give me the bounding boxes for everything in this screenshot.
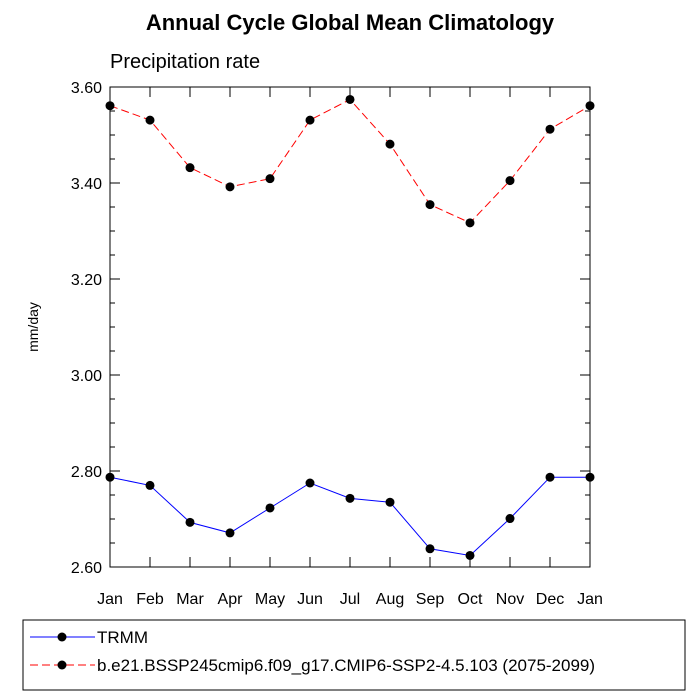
data-point (185, 517, 195, 527)
plot-series (105, 94, 595, 560)
x-tick-label: Jan (97, 591, 123, 608)
data-point (105, 101, 115, 111)
data-point (505, 176, 515, 186)
data-point (465, 218, 475, 228)
data-point (305, 478, 315, 488)
y-tick-label: 3.60 (71, 80, 102, 97)
series-line-1 (109, 98, 591, 224)
x-tick-label: Nov (496, 591, 524, 608)
y-axis-label: mm/day (25, 302, 41, 352)
x-tick-label: Dec (536, 591, 564, 608)
data-point (425, 200, 435, 210)
x-tick-label: May (255, 591, 285, 608)
legend-label: b.e21.BSSP245cmip6.f09_g17.CMIP6-SSP2-4.… (97, 656, 595, 675)
y-tick-label: 2.80 (71, 464, 102, 481)
x-tick-label: Oct (458, 591, 483, 608)
y-tick-label: 2.60 (71, 560, 102, 577)
data-point (385, 139, 395, 149)
data-point (505, 514, 515, 524)
axis-ticks: 2.60 2.80 3.00 3.20 3.40 3.60 Jan Feb Mar Apr May J… (71, 80, 603, 608)
x-tick-label: Sep (416, 591, 445, 608)
data-point (345, 493, 355, 503)
data-point (305, 115, 315, 125)
chart-title: Annual Cycle Global Mean Climatology (146, 10, 555, 35)
data-point (585, 472, 595, 482)
y-tick-label: 3.40 (71, 176, 102, 193)
data-point (145, 115, 155, 125)
chart-subtitle: Precipitation rate (110, 51, 260, 73)
data-point (545, 472, 555, 482)
data-point (225, 528, 235, 538)
data-point (385, 497, 395, 507)
x-tick-label: Apr (218, 591, 244, 608)
x-tick-label: Jun (297, 591, 323, 608)
y-tick-label: 3.20 (71, 272, 102, 289)
data-point (265, 503, 275, 513)
data-point (465, 550, 475, 560)
data-point (545, 124, 555, 134)
data-point (145, 480, 155, 490)
series-line-0 (109, 476, 590, 557)
x-tick-label: Jul (340, 591, 360, 608)
legend-label: TRMM (97, 628, 148, 647)
x-tick-label: Mar (176, 591, 204, 608)
legend-box (22, 619, 686, 691)
x-tick-label: Jan (577, 591, 603, 608)
x-tick-label: Aug (376, 591, 404, 608)
legend-marker (57, 660, 67, 670)
data-point (345, 94, 355, 104)
x-tick-label: Feb (136, 591, 164, 608)
data-point (425, 544, 435, 554)
y-tick-label: 3.00 (71, 368, 102, 385)
legend: TRMM b.e21.BSSP245cmip6.f09_g17.CMIP6-SSP… (30, 628, 595, 675)
legend-marker (57, 632, 67, 642)
data-point (585, 101, 595, 111)
data-point (105, 472, 115, 482)
data-point (265, 174, 275, 184)
data-point (225, 182, 235, 192)
data-point (185, 163, 195, 173)
